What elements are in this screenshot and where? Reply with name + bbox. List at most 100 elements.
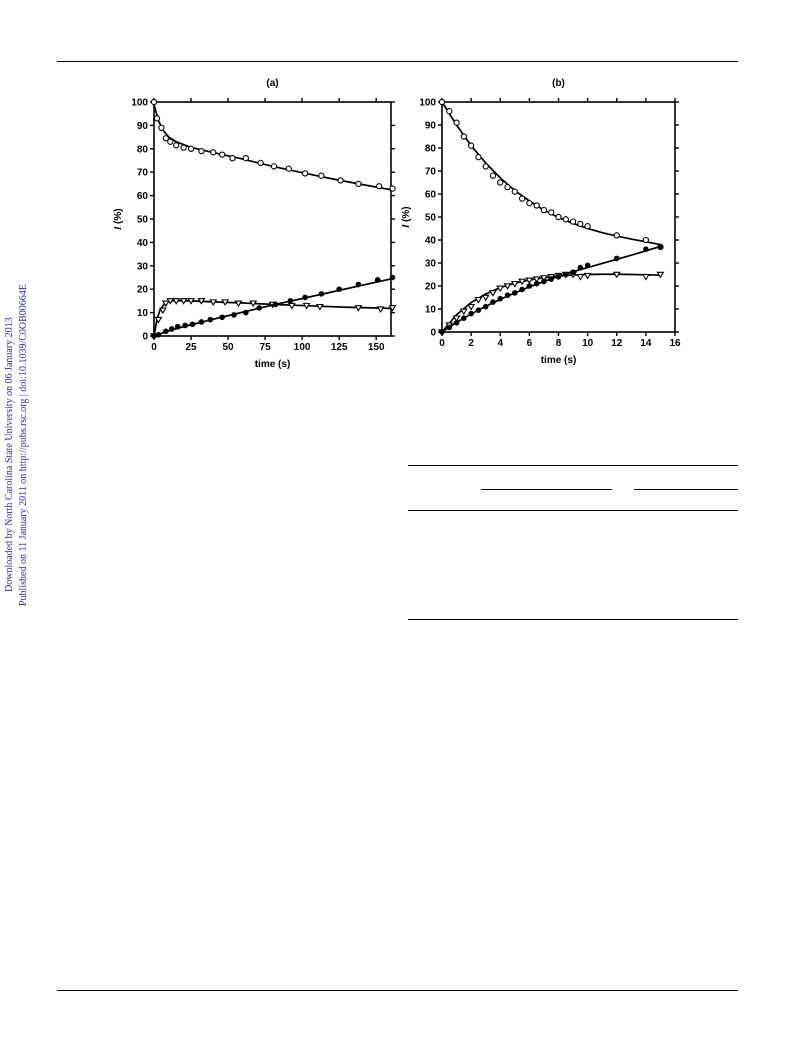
- data-point-filled-circle: [577, 264, 584, 271]
- top-rule: [57, 61, 738, 62]
- data-point-filled-circle: [336, 286, 342, 293]
- data-point-filled-circle: [243, 309, 249, 316]
- data-point-open-circle: [389, 185, 396, 192]
- table-group-rule-1: [481, 489, 612, 490]
- data-point-filled-circle: [155, 332, 162, 338]
- data-point-open-circle: [301, 170, 309, 177]
- data-point-open-circle: [555, 213, 562, 221]
- x-tick-label: 100: [294, 342, 311, 353]
- data-point-triangle: [249, 300, 258, 308]
- data-point-filled-circle: [446, 324, 453, 331]
- data-point-open-circle: [229, 155, 236, 162]
- data-point-filled-circle: [533, 280, 540, 287]
- y-tick-label: 20: [137, 285, 149, 296]
- y-tick-label: 20: [425, 282, 437, 293]
- data-point-filled-circle: [302, 294, 308, 301]
- y-tick-label: 40: [425, 236, 437, 247]
- fit-curve: [441, 273, 661, 333]
- data-point-filled-circle: [584, 262, 591, 269]
- data-point-triangle: [612, 271, 621, 279]
- data-point-filled-circle: [272, 301, 279, 308]
- data-point-triangle: [452, 315, 461, 323]
- data-point-triangle: [576, 274, 585, 281]
- data-point-filled-circle: [453, 319, 460, 326]
- data-point-triangle: [172, 298, 181, 305]
- data-point-filled-circle: [541, 278, 547, 285]
- x-tick-label: 6: [527, 338, 533, 349]
- data-point-triangle: [496, 285, 505, 293]
- data-point-filled-circle: [389, 274, 396, 281]
- data-point-triangle: [221, 299, 230, 306]
- data-point-open-circle: [518, 195, 526, 202]
- data-point-filled-circle: [461, 315, 467, 322]
- data-point-open-circle: [187, 145, 195, 152]
- data-point-triangle: [154, 316, 163, 324]
- data-point-triangle: [510, 280, 519, 288]
- data-point-open-circle: [318, 172, 325, 179]
- data-point-filled-circle: [189, 321, 196, 328]
- data-point-triangle: [166, 298, 175, 305]
- data-point-open-circle: [242, 155, 249, 162]
- data-point-filled-circle: [490, 299, 496, 305]
- data-point-filled-circle: [207, 316, 214, 323]
- data-point-open-circle: [584, 223, 591, 230]
- table-header-rule: [408, 510, 738, 511]
- data-point-open-circle: [337, 177, 344, 184]
- data-point-open-circle: [270, 163, 278, 170]
- x-tick-label: 150: [368, 342, 385, 353]
- data-point-filled-circle: [439, 329, 445, 335]
- y-tick-label: 70: [137, 168, 149, 179]
- data-point-open-circle: [453, 119, 460, 126]
- data-point-open-circle: [489, 172, 497, 179]
- data-point-triangle: [287, 302, 296, 310]
- fit-curve: [441, 101, 661, 246]
- x-tick-label: 10: [582, 338, 594, 349]
- data-point-triangle: [467, 303, 476, 311]
- data-point-filled-circle: [497, 295, 504, 302]
- x-tick-label: 2: [468, 338, 474, 349]
- data-point-triangle: [197, 298, 206, 305]
- data-point-triangle: [539, 275, 548, 282]
- bottom-rule: [57, 990, 738, 991]
- data-point-open-circle: [475, 154, 482, 161]
- data-point-triangle: [525, 277, 534, 285]
- data-point-open-circle: [446, 108, 453, 115]
- data-point-filled-circle: [548, 276, 555, 282]
- data-point-open-circle: [533, 202, 540, 209]
- x-tick-label: 14: [640, 338, 652, 349]
- data-point-triangle: [503, 283, 512, 290]
- data-point-triangle: [656, 271, 665, 279]
- data-point-filled-circle: [163, 328, 169, 335]
- data-point-open-circle: [562, 216, 569, 223]
- y-tick-label: 50: [425, 213, 437, 224]
- y-tick-label: 80: [425, 144, 437, 155]
- y-tick-label: 100: [131, 98, 148, 109]
- chart-a: (a) 0 25 50 75 100 125 150 0 10 20 30 40 50 60 70 80 90 10…: [113, 78, 397, 370]
- x-axis-title: time (s): [541, 355, 577, 366]
- x-tick-label: 16: [669, 338, 681, 349]
- y-axis-title: I (%): [113, 208, 124, 229]
- data-point-triangle: [474, 297, 483, 304]
- data-point-open-circle: [198, 147, 205, 155]
- y-tick-label: 80: [137, 144, 149, 155]
- data-point-filled-circle: [182, 322, 188, 329]
- data-point-filled-circle: [231, 312, 237, 318]
- data-point-filled-circle: [318, 291, 325, 297]
- data-point-triangle: [234, 300, 243, 308]
- y-tick-label: 30: [137, 261, 149, 272]
- data-point-open-circle: [569, 218, 577, 225]
- y-tick-label: 0: [430, 328, 436, 339]
- data-point-filled-circle: [570, 269, 576, 276]
- data-point-filled-circle: [219, 314, 225, 321]
- data-point-filled-circle: [374, 277, 381, 283]
- x-tick-label: 50: [223, 342, 235, 353]
- data-point-triangle: [481, 294, 490, 302]
- y-tick-label: 90: [425, 121, 437, 132]
- data-point-open-circle: [153, 115, 161, 122]
- data-point-open-circle: [162, 135, 169, 142]
- data-point-filled-circle: [168, 326, 175, 332]
- data-point-triangle: [315, 303, 324, 311]
- y-tick-label: 10: [137, 308, 149, 319]
- data-point-open-circle: [642, 236, 650, 244]
